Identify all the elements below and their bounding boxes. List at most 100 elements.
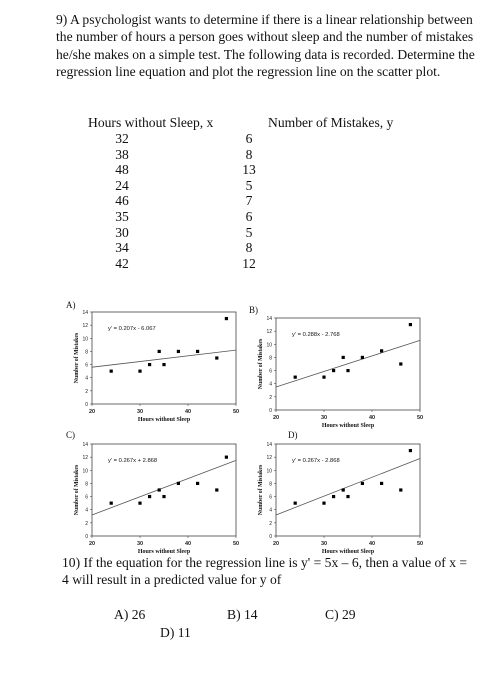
data-point — [196, 349, 200, 354]
y-value: 7 — [245, 193, 253, 209]
data-point — [224, 455, 228, 459]
data-point — [380, 349, 384, 353]
option-b-label: B) — [249, 305, 258, 315]
choice-c: C) 29 — [325, 607, 356, 622]
y-tick-label: 4 — [269, 508, 272, 514]
y-tick-label: 0 — [269, 408, 272, 414]
y-value: 5 — [245, 224, 253, 240]
scatter-plot-a: 0 2 4 6 8 10 12 14 20 30 40 50 Hours without Sleep Nu… — [74, 310, 239, 423]
y-tick-label: 12 — [82, 455, 88, 461]
y-tick-label: 4 — [85, 376, 88, 382]
data-point — [157, 488, 161, 492]
data-point — [399, 488, 403, 492]
y-value: 12 — [242, 255, 256, 271]
y-tick-label: 0 — [85, 402, 88, 408]
x-value: 24 — [115, 177, 129, 193]
data-point — [176, 349, 180, 354]
plot-frame — [91, 443, 237, 537]
x-axis-label: Hours without Sleep — [138, 549, 191, 555]
x-value: 38 — [115, 146, 129, 162]
regression-equation: y' = 0.207x - 6.067 — [108, 326, 156, 332]
y-axis-label: Number of Mistakes — [258, 338, 264, 389]
x-tick-label: 30 — [321, 541, 327, 547]
y-tick-label: 2 — [85, 521, 88, 527]
data-point — [215, 356, 219, 360]
x-tick-label: 30 — [137, 409, 143, 415]
x-tick-label: 30 — [137, 541, 143, 547]
data-point — [176, 481, 180, 486]
x-tick-label: 20 — [273, 415, 279, 421]
data-point — [162, 362, 166, 367]
y-tick-label: 12 — [82, 323, 88, 329]
y-value: 13 — [242, 162, 256, 178]
data-point — [346, 494, 350, 499]
data-point — [224, 316, 228, 321]
data-point — [138, 501, 142, 505]
regression-line — [275, 458, 421, 516]
data-point — [332, 368, 336, 373]
y-tick-label: 10 — [266, 468, 272, 474]
y-tick-label: 12 — [266, 455, 272, 461]
data-point — [332, 494, 336, 499]
x-value: 34 — [115, 240, 129, 256]
y-axis-label: Number of Mistakes — [258, 464, 264, 515]
data-point — [360, 355, 364, 360]
y-tick-label: 10 — [82, 336, 88, 342]
x-tick-label: 20 — [89, 409, 95, 415]
data-point — [109, 369, 113, 373]
x-tick-label: 50 — [417, 415, 423, 421]
x-tick-label: 40 — [369, 541, 375, 547]
option-a-label: A) — [66, 300, 76, 310]
x-tick-label: 20 — [89, 541, 95, 547]
data-point — [109, 501, 113, 505]
data-point — [215, 488, 219, 492]
data-point — [322, 375, 326, 379]
scatter-plot-c: 0 2 4 6 8 10 12 14 20 30 40 50 Hours without Sleep Nu… — [74, 442, 239, 555]
x-value: 46 — [115, 193, 129, 209]
x-axis-label: Hours without Sleep — [322, 549, 375, 555]
y-tick-label: 6 — [85, 495, 88, 501]
y-tick-label: 4 — [85, 508, 88, 514]
x-tick-label: 40 — [185, 541, 191, 547]
y-tick-label: 2 — [269, 521, 272, 527]
y-tick-label: 2 — [85, 389, 88, 395]
data-point — [157, 349, 161, 354]
scatter-plot-b: 0 2 4 6 8 10 12 14 20 30 40 50 Hours without Sleep Nu… — [258, 316, 423, 429]
y-tick-label: 6 — [85, 363, 88, 369]
x-value: 48 — [115, 162, 129, 178]
data-point — [322, 501, 326, 505]
data-point — [293, 501, 297, 505]
data-point — [399, 362, 403, 366]
regression-equation: y' = 0.267x + 2.868 — [108, 458, 157, 464]
y-tick-label: 0 — [85, 534, 88, 540]
x-value: 42 — [115, 255, 129, 271]
regression-line — [275, 339, 421, 388]
data-point — [196, 481, 200, 486]
scatter-plot-d: 0 2 4 6 8 10 12 14 20 30 40 50 Hours without Sleep Nu… — [258, 442, 423, 555]
choice-d: D) 11 — [160, 625, 191, 640]
data-point — [380, 481, 384, 486]
x-tick-label: 50 — [417, 541, 423, 547]
y-tick-label: 10 — [266, 342, 272, 348]
data-point — [408, 448, 412, 453]
y-value: 5 — [245, 177, 253, 193]
data-point — [293, 375, 297, 379]
data-point — [346, 368, 350, 373]
x-axis-label: Hours without Sleep — [138, 417, 191, 423]
y-tick-label: 10 — [82, 468, 88, 474]
plot-frame — [275, 443, 421, 537]
question-9-text: 9) A psychologist wants to determine if … — [56, 12, 475, 80]
choice-b: B) 14 — [227, 607, 258, 622]
y-tick-label: 2 — [269, 395, 272, 401]
y-tick-label: 4 — [269, 382, 272, 388]
y-tick-label: 14 — [82, 442, 88, 448]
y-tick-label: 6 — [269, 495, 272, 501]
x-values-column: 32 38 48 24 46 35 30 34 42 — [104, 131, 140, 271]
x-tick-label: 40 — [369, 415, 375, 421]
regression-line — [91, 460, 237, 516]
data-point — [360, 481, 364, 486]
x-value: 35 — [115, 208, 129, 224]
y-tick-label: 8 — [269, 355, 272, 361]
x-tick-label: 50 — [233, 541, 239, 547]
y-value: 6 — [245, 131, 253, 146]
